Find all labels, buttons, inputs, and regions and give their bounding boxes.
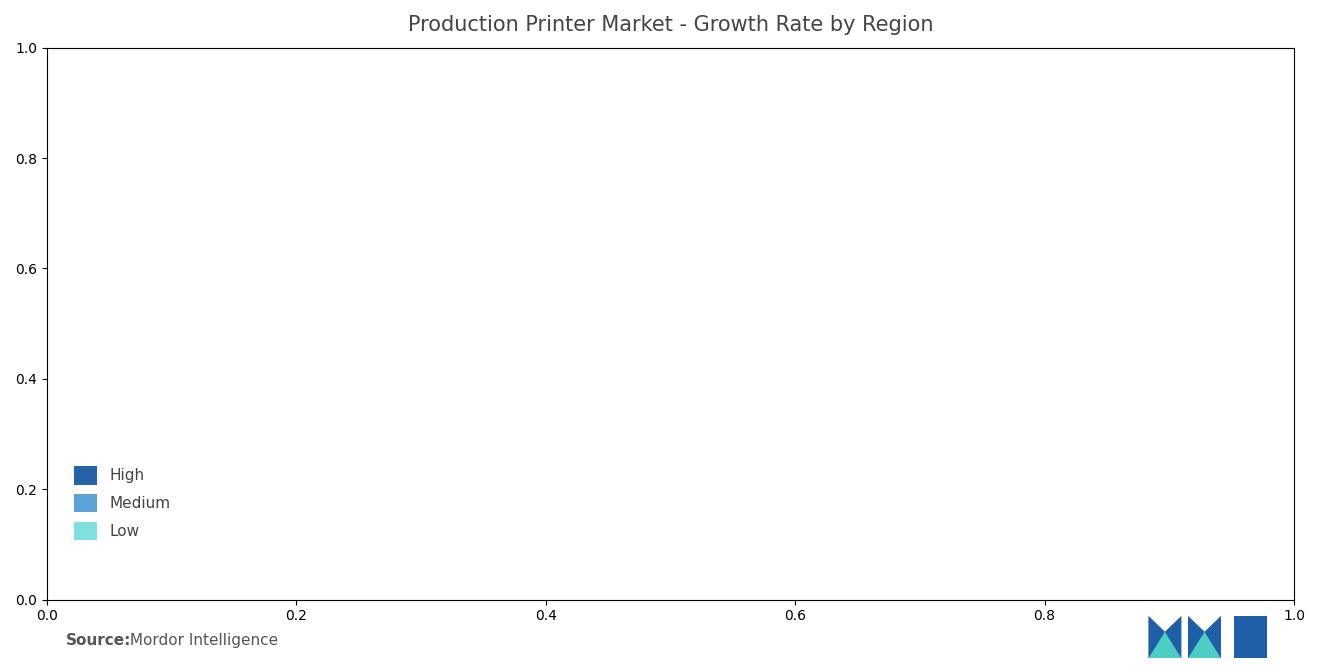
Polygon shape <box>1188 616 1221 658</box>
Polygon shape <box>1148 616 1181 658</box>
Title: Production Printer Market - Growth Rate by Region: Production Printer Market - Growth Rate … <box>408 15 933 35</box>
Legend: High, Medium, Low: High, Medium, Low <box>67 458 178 548</box>
Text: Mordor Intelligence: Mordor Intelligence <box>125 633 279 648</box>
Text: Source:: Source: <box>66 633 132 648</box>
Polygon shape <box>1234 616 1267 658</box>
Polygon shape <box>1188 632 1221 658</box>
Polygon shape <box>1148 632 1181 658</box>
